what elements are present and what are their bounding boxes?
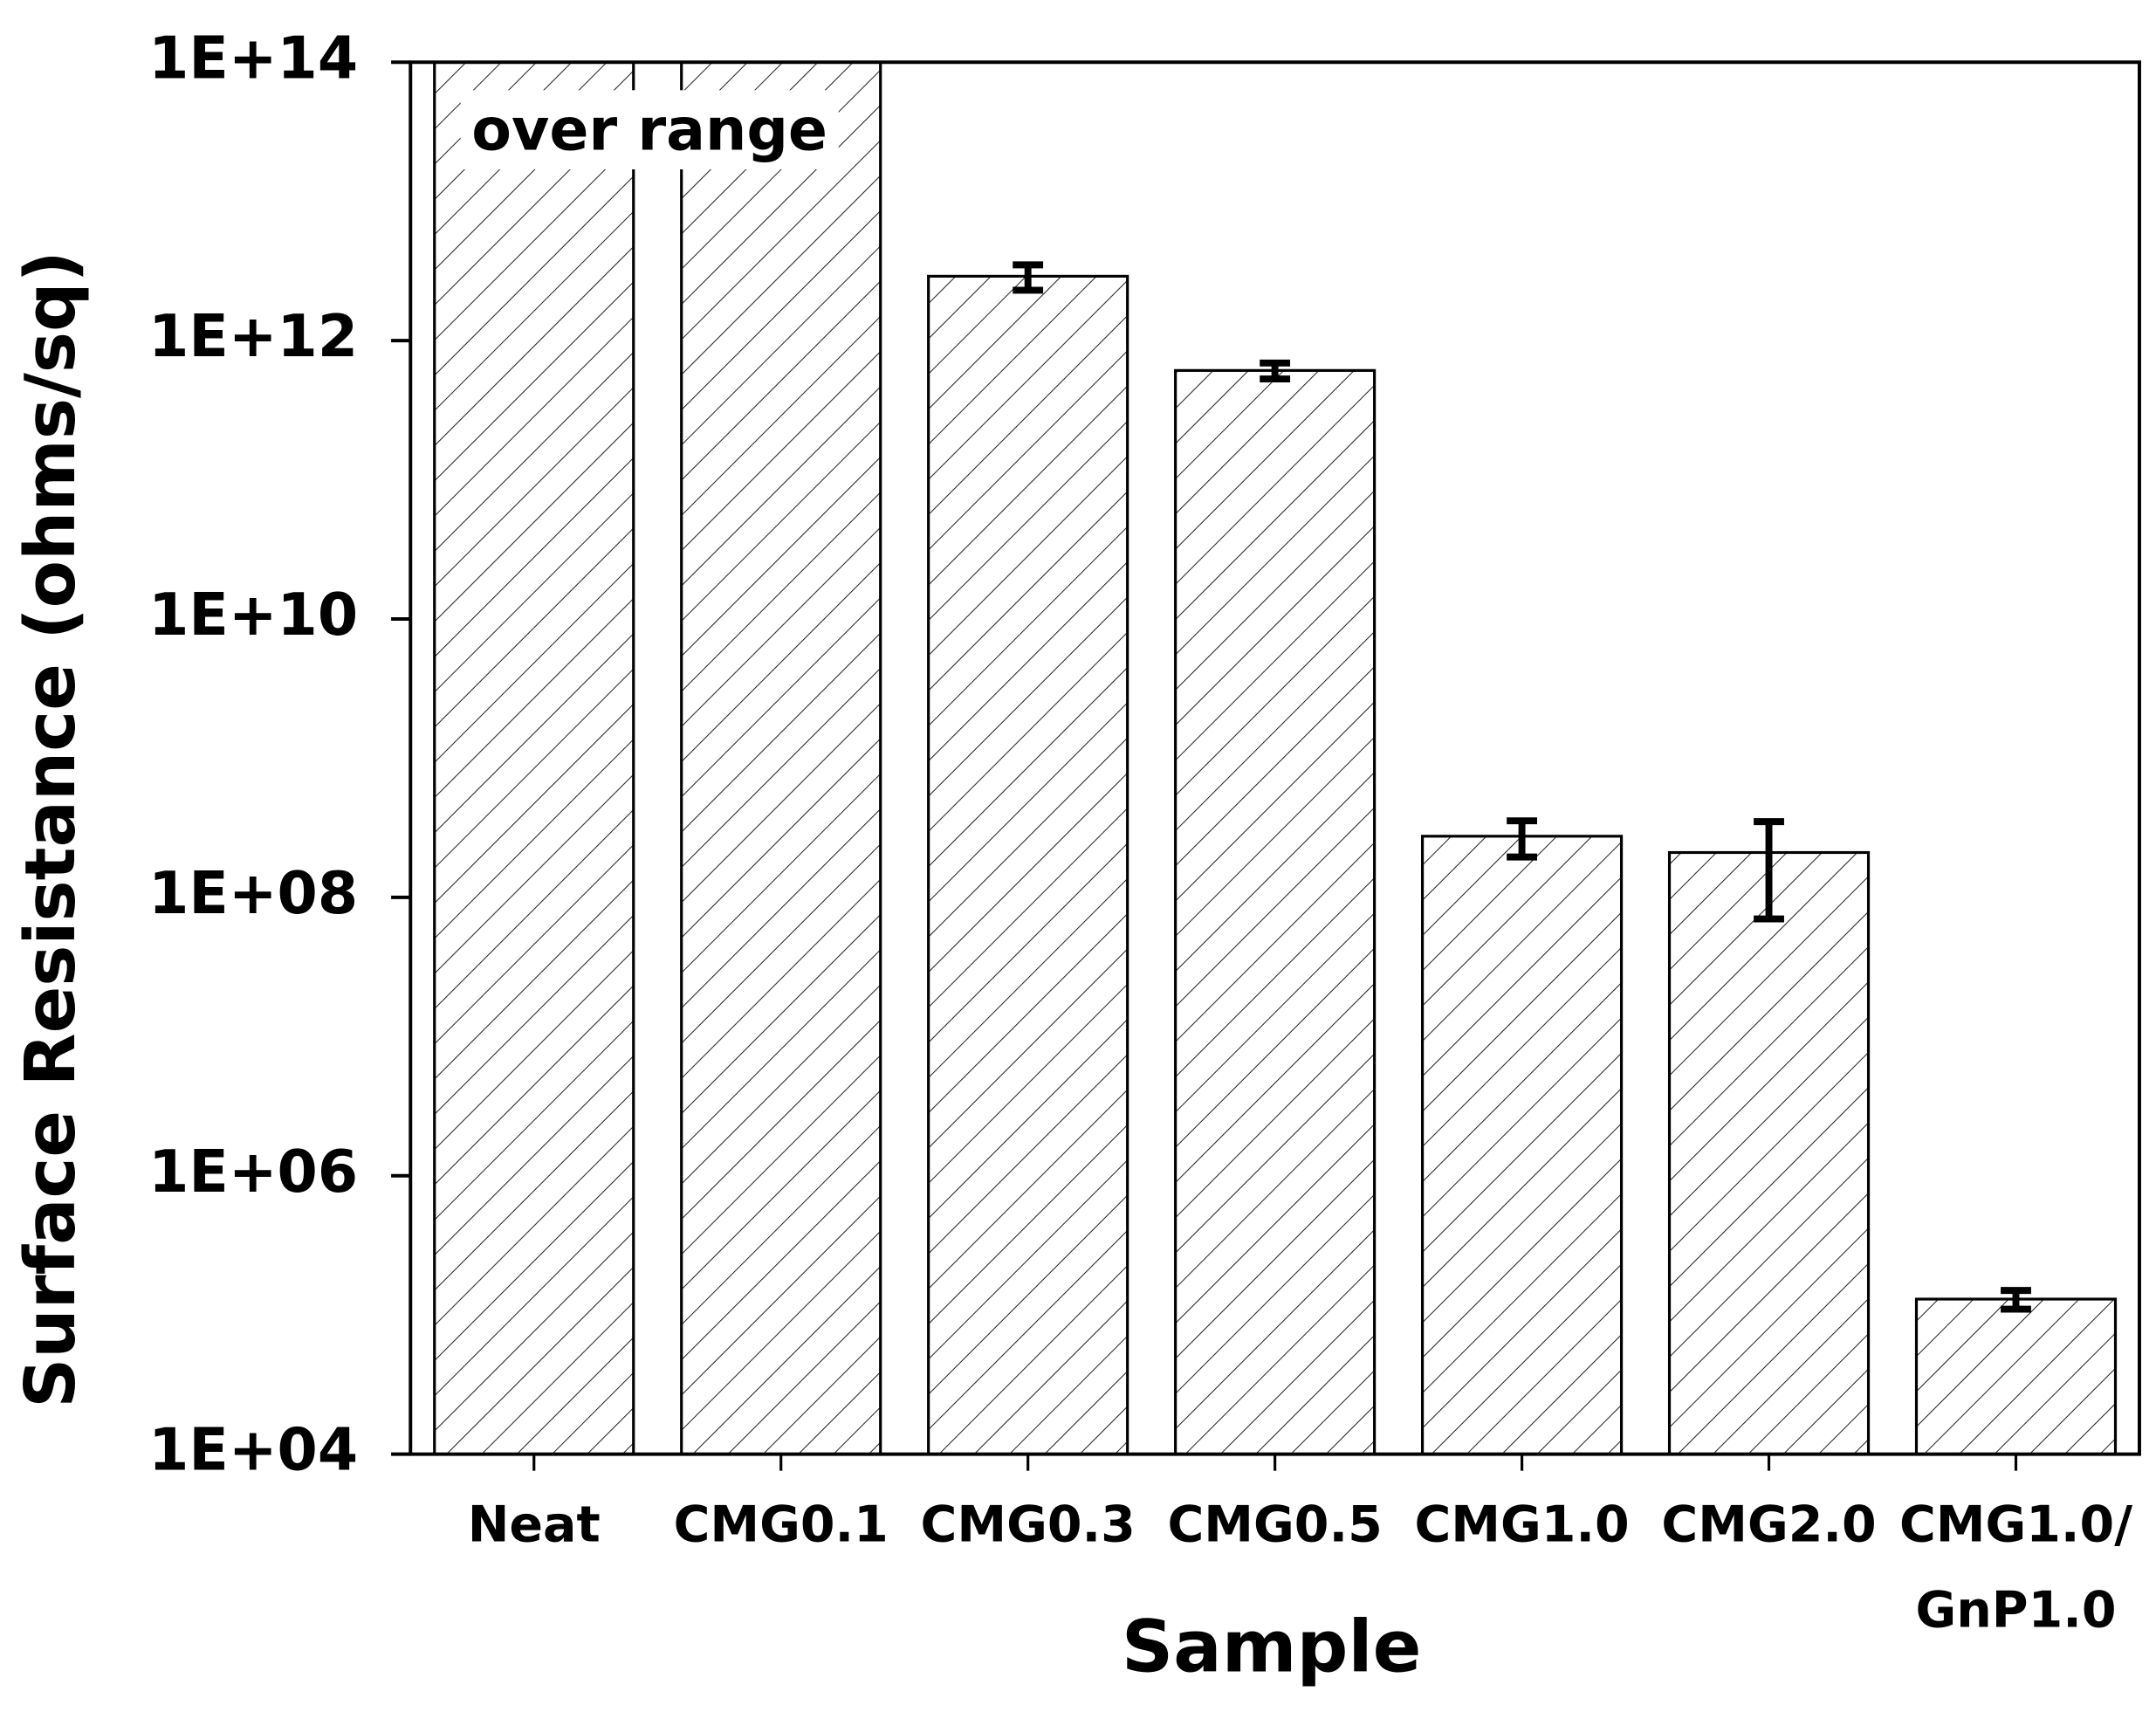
x-tick-label: CMG2.0	[1661, 1496, 1876, 1553]
bar	[1420, 835, 1624, 1456]
y-tick-label: 1E+08	[148, 859, 358, 927]
bar	[1914, 1297, 2118, 1456]
bar	[927, 274, 1129, 1456]
bar	[1667, 850, 1871, 1456]
y-tick-label: 1E+14	[148, 24, 358, 92]
y-tick-label: 1E+10	[148, 581, 358, 649]
plot-frame	[409, 60, 2141, 1456]
annotation-background	[460, 90, 839, 169]
bar	[433, 60, 635, 1456]
annotation: over range	[471, 96, 827, 164]
bar	[1174, 368, 1377, 1456]
x-axis-label: Sample	[1122, 1606, 1422, 1689]
y-tick-label: 1E+12	[148, 302, 358, 370]
x-tick-label: CMG1.0	[1414, 1496, 1629, 1553]
x-tick-label: CMG1.0/GnP1.0	[1899, 1496, 2132, 1639]
y-tick-label: 1E+04	[148, 1416, 358, 1484]
y-axis-label: Surface Resistance (ohms/sq)	[10, 251, 91, 1408]
x-tick-label: Neat	[468, 1496, 601, 1553]
x-tick-label: CMG0.5	[1167, 1496, 1382, 1553]
y-tick-label: 1E+06	[148, 1138, 358, 1206]
bar	[680, 60, 882, 1456]
x-tick-label: CMG0.1	[674, 1496, 889, 1553]
x-tick-label: CMG0.3	[921, 1496, 1136, 1553]
